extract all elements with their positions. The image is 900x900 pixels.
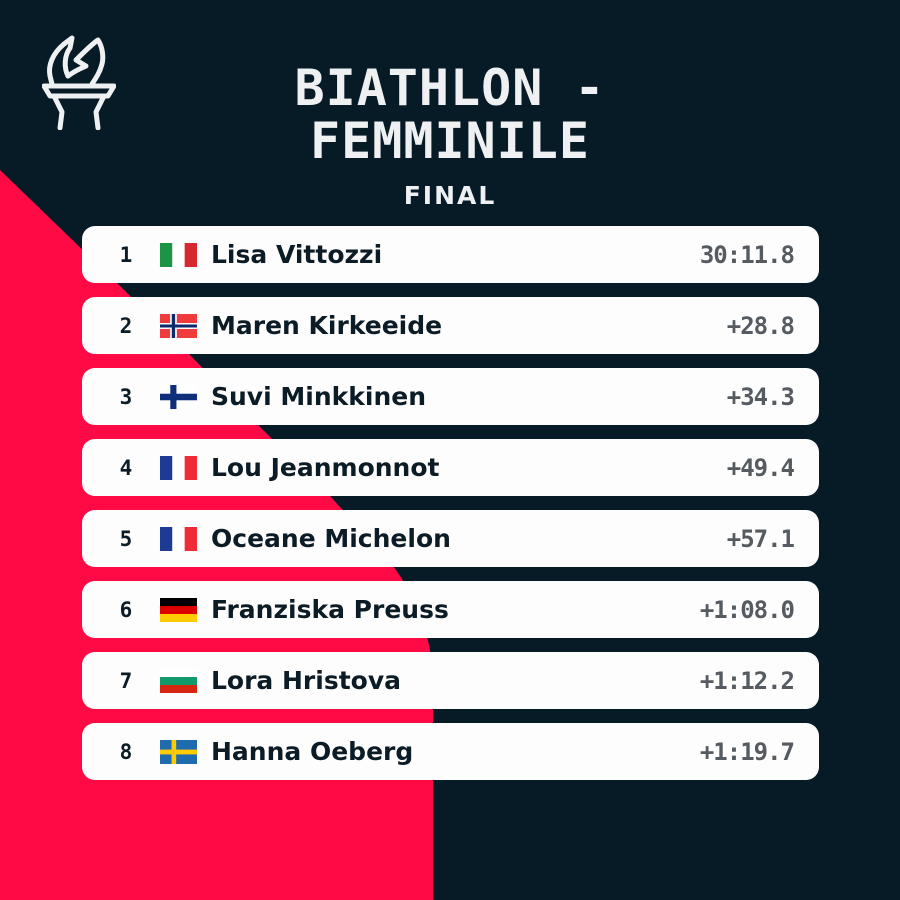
result-row: 3 Suvi Minkkinen +34.3 <box>82 368 819 425</box>
subtitle: FINAL <box>403 181 497 210</box>
result-time: +34.3 <box>726 382 795 411</box>
athlete-name: Lisa Vittozzi <box>211 240 383 269</box>
athlete-name: Franziska Preuss <box>211 595 449 624</box>
flag-france-icon <box>160 456 197 480</box>
rank: 7 <box>119 668 133 693</box>
athlete-name: Maren Kirkeeide <box>211 311 443 340</box>
athlete-name: Hanna Oeberg <box>211 737 414 766</box>
result-time: +57.1 <box>726 524 795 553</box>
rank: 2 <box>119 313 133 338</box>
result-row: 8 Hanna Oeberg +1:19.7 <box>82 723 819 780</box>
rank: 6 <box>119 597 133 622</box>
athlete-name: Lou Jeanmonnot <box>211 453 440 482</box>
athlete-name: Lora Hristova <box>211 666 402 695</box>
rank: 3 <box>119 384 133 409</box>
result-time: 30:11.8 <box>699 240 795 269</box>
flag-germany-icon <box>160 598 197 622</box>
flag-france-icon <box>160 527 197 551</box>
result-row: 6 Franziska Preuss +1:08.0 <box>82 581 819 638</box>
flag-sweden-icon <box>160 740 197 764</box>
torch-icon <box>42 35 116 130</box>
flag-norway-icon <box>160 314 197 338</box>
rank: 8 <box>119 739 133 764</box>
title-line-2: FEMMINILE <box>310 112 590 170</box>
athlete-name: Suvi Minkkinen <box>211 382 426 411</box>
result-time: +1:19.7 <box>699 737 795 766</box>
rank: 1 <box>119 242 133 267</box>
result-row: 2 Maren Kirkeeide +28.8 <box>82 297 819 354</box>
result-row: 1 Lisa Vittozzi 30:11.8 <box>82 226 819 283</box>
result-time: +1:08.0 <box>699 595 795 624</box>
rank: 4 <box>119 455 133 480</box>
athlete-name: Oceane Michelon <box>211 524 451 553</box>
result-time: +28.8 <box>726 311 795 340</box>
flag-bulgaria-icon <box>160 669 197 693</box>
rank: 5 <box>119 526 133 551</box>
flag-finland-icon <box>160 385 197 409</box>
result-time: +1:12.2 <box>699 666 795 695</box>
result-row: 5 Oceane Michelon +57.1 <box>82 510 819 567</box>
flag-italy-icon <box>160 243 197 267</box>
result-row: 7 Lora Hristova +1:12.2 <box>82 652 819 709</box>
result-time: +49.4 <box>726 453 795 482</box>
result-row: 4 Lou Jeanmonnot +49.4 <box>82 439 819 496</box>
title-line-1: BIATHLON - <box>294 59 606 117</box>
